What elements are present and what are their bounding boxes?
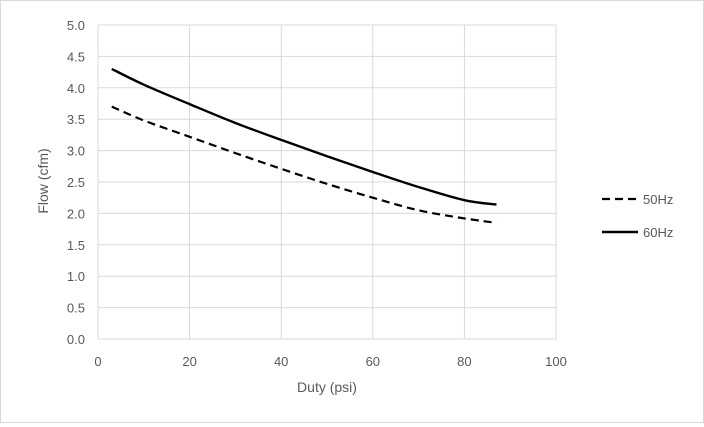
x-tick-label: 0	[94, 354, 101, 369]
y-tick-label: 3.5	[67, 112, 85, 127]
series-line-60hz	[111, 67, 497, 206]
series-line-50hz	[111, 105, 497, 224]
y-tick-label: 4.0	[67, 81, 85, 96]
y-tick-label: 1.0	[67, 269, 85, 284]
y-tick-label: 2.0	[67, 206, 85, 221]
legend: 50Hz 60Hz	[602, 192, 673, 240]
y-tick-label: 4.5	[67, 49, 85, 64]
x-tick-label: 40	[274, 354, 288, 369]
grid	[97, 24, 557, 340]
x-tick-label: 60	[366, 354, 380, 369]
x-tick-label: 80	[457, 354, 471, 369]
x-tick-label: 20	[182, 354, 196, 369]
x-tick-label: 100	[545, 354, 567, 369]
y-tick-label: 3.0	[67, 144, 85, 159]
y-tick-label: 0.5	[67, 301, 85, 316]
y-axis-title: Flow (cfm)	[35, 148, 51, 213]
y-tick-label: 2.5	[67, 175, 85, 190]
y-tick-label: 0.0	[67, 332, 85, 347]
y-tick-label: 5.0	[67, 18, 85, 33]
legend-label-60hz: 60Hz	[643, 225, 673, 240]
x-axis-title: Duty (psi)	[297, 379, 357, 395]
axes: 0 20 40 60 80 100 0.0 0.5 1.0 1.5 2.0 2.5 3.0 3.5 4.0 4…	[67, 18, 567, 369]
series	[111, 67, 497, 224]
legend-label-50hz: 50Hz	[643, 192, 673, 207]
y-tick-label: 1.5	[67, 238, 85, 253]
